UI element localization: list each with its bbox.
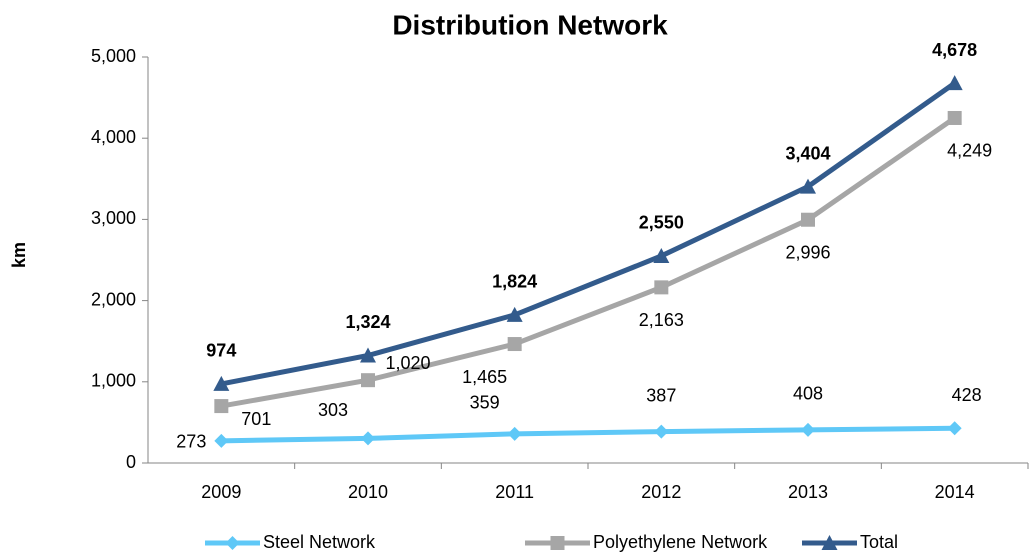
data-label: 4,678 [932, 40, 977, 60]
legend-label: Polyethylene Network [593, 532, 768, 552]
x-tick-label: 2014 [935, 482, 975, 502]
x-tick-label: 2011 [495, 482, 534, 502]
x-tick-label: 2009 [201, 482, 241, 502]
y-tick-label: 4,000 [91, 127, 136, 147]
data-point [801, 422, 815, 437]
data-label: 303 [318, 400, 348, 420]
data-label: 2,550 [639, 213, 684, 233]
legend-marker [550, 536, 565, 550]
chart-title: Distribution Network [392, 9, 668, 40]
legend-marker [821, 535, 838, 550]
data-label: 4,249 [947, 141, 992, 161]
data-point [947, 110, 962, 125]
y-tick-label: 1,000 [91, 371, 136, 391]
y-axis-label: km [9, 242, 29, 268]
y-tick-label: 2,000 [91, 289, 136, 309]
data-label: 1,020 [385, 353, 430, 373]
data-point [214, 433, 229, 448]
series-line [220, 115, 957, 409]
data-point [801, 212, 815, 227]
series-line [221, 425, 955, 444]
data-point [947, 421, 962, 436]
x-tick-label: 2010 [348, 482, 388, 502]
data-label: 428 [952, 385, 982, 405]
data-point [213, 375, 230, 391]
data-label: 387 [646, 385, 676, 405]
data-label: 3,404 [785, 143, 830, 163]
data-point [214, 399, 229, 414]
data-label: 1,324 [345, 312, 390, 332]
legend-label: Steel Network [263, 532, 376, 552]
data-label: 2,163 [639, 310, 684, 330]
data-point [507, 426, 522, 441]
data-label: 1,465 [462, 367, 507, 387]
data-label: 359 [470, 393, 500, 413]
data-point [654, 280, 669, 295]
x-tick-label: 2013 [788, 482, 828, 502]
data-label: 701 [241, 409, 271, 429]
data-point [506, 306, 523, 322]
data-label: 1,824 [492, 272, 537, 292]
data-point [361, 373, 375, 388]
data-point [946, 75, 963, 91]
y-tick-label: 0 [126, 452, 136, 472]
legend-marker [225, 536, 240, 550]
data-label: 974 [206, 341, 236, 361]
series-line [220, 81, 957, 387]
data-point [361, 431, 375, 446]
legend-label: Total [860, 532, 898, 552]
data-point [507, 337, 522, 352]
data-label: 2,996 [785, 242, 830, 262]
data-point [800, 178, 816, 194]
data-point [654, 424, 669, 439]
y-tick-label: 5,000 [91, 46, 136, 66]
data-point [653, 247, 670, 263]
x-tick-label: 2012 [641, 482, 681, 502]
y-tick-label: 3,000 [91, 208, 136, 228]
data-label: 273 [176, 432, 206, 452]
data-label: 408 [793, 384, 823, 404]
data-point [360, 347, 376, 363]
